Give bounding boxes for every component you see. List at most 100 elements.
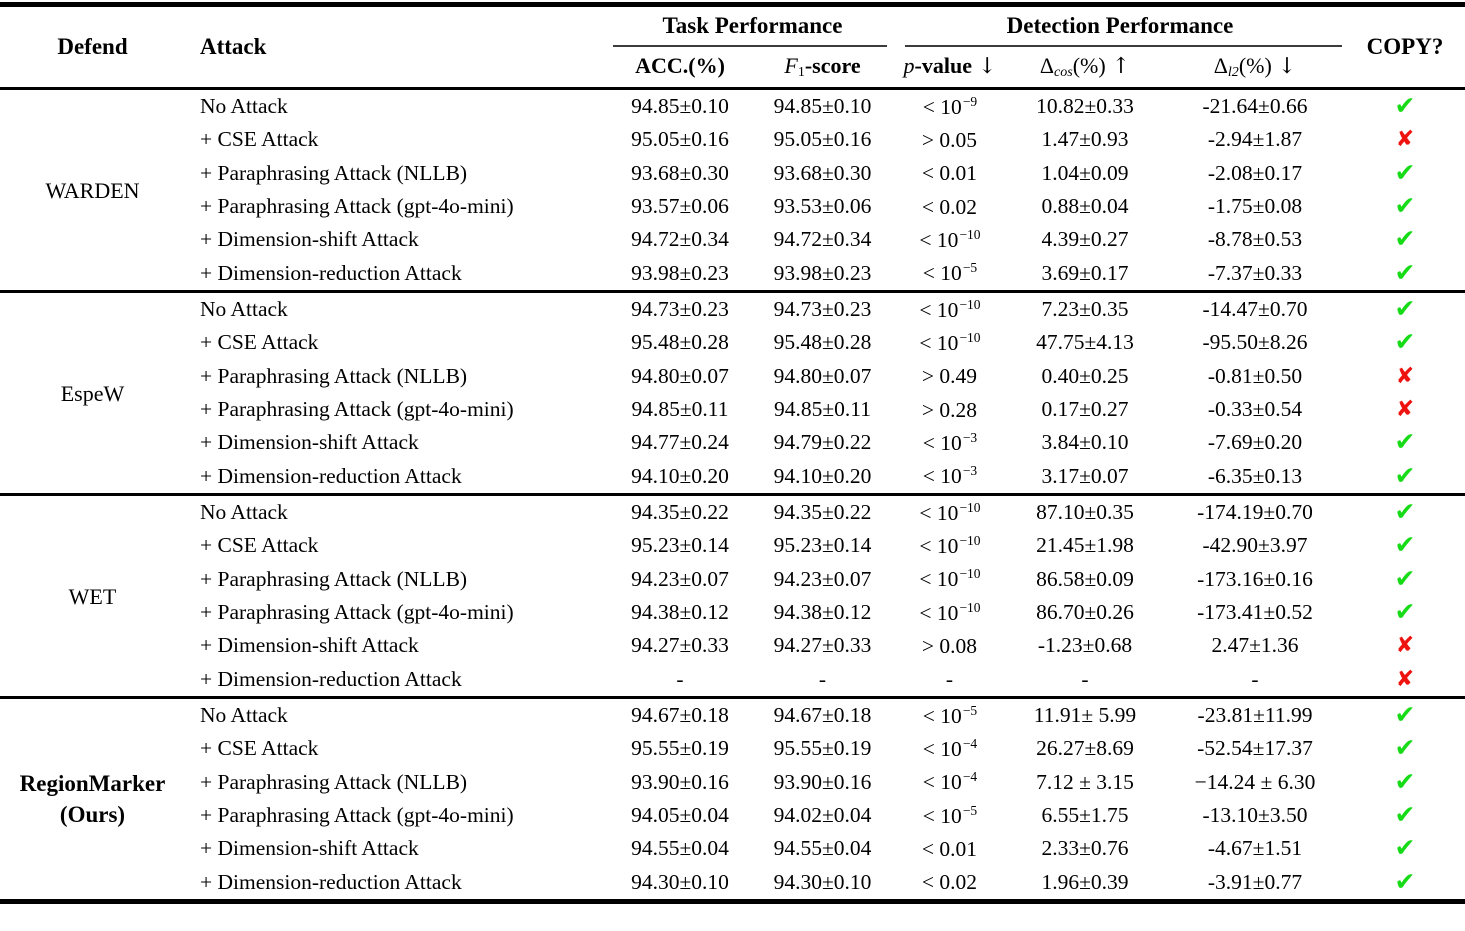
group-rows: No Attack 94.85±0.10 94.85±0.10 < 10−9 10.82… xyxy=(185,90,1465,290)
delta-cos-cell: 6.55±1.75 xyxy=(1041,803,1129,828)
delta-l2-cell: -0.33±0.54 xyxy=(1207,397,1303,422)
defend-group: WARDEN No Attack 94.85±0.10 94.85±0.10 < 10−… xyxy=(0,90,1465,290)
f1-cell: 95.23±0.14 xyxy=(773,533,872,558)
p-value-cell: < 10−5 xyxy=(895,703,1005,729)
delta-cos-cell: - xyxy=(1081,666,1089,691)
acc-cell: 94.80±0.07 xyxy=(631,363,729,388)
delta-l2-cell: -8.78±0.53 xyxy=(1207,227,1303,252)
copy-cell: ✔ xyxy=(1345,329,1465,356)
copy-cell: ✔ xyxy=(1345,802,1465,829)
p-value-cell: > 0.08 xyxy=(895,633,1005,659)
attack-name-cell: + Dimension-reduction Attack xyxy=(200,666,462,691)
copy-cell: ✔ xyxy=(1345,463,1465,490)
p-value-exponent: −3 xyxy=(962,429,978,445)
defend-label-line: EspeW xyxy=(60,380,125,406)
acc-cell: 95.48±0.28 xyxy=(631,330,729,355)
defend-label-line: WET xyxy=(68,583,117,609)
group-rows: No Attack 94.35±0.22 94.35±0.22 < 10−10 87.1… xyxy=(185,496,1465,696)
delta-l2-cell: -7.37±0.33 xyxy=(1207,260,1303,285)
p-value-cell: > 0.49 xyxy=(895,363,1005,389)
p-value-base: < 10 xyxy=(922,703,962,728)
delta-l2-percent: (%) xyxy=(1238,53,1272,78)
table-row: + CSE Attack 95.55±0.19 95.55±0.19 < 10−4 26… xyxy=(185,732,1465,765)
copy-cell: ✘ xyxy=(1345,633,1465,658)
f1-cell: 94.67±0.18 xyxy=(773,703,872,728)
attack-name-cell: + Paraphrasing Attack (gpt-4o-mini) xyxy=(200,194,514,219)
attack-name-cell: + Dimension-shift Attack xyxy=(200,430,419,455)
cross-icon: ✘ xyxy=(1395,127,1415,153)
attack-name-cell: + Dimension-shift Attack xyxy=(200,633,419,658)
p-value-exponent: −4 xyxy=(962,769,978,785)
delta-l2-cell: -23.81±11.99 xyxy=(1197,703,1313,728)
table-row: No Attack 94.73±0.23 94.73±0.23 < 10−10 7.23… xyxy=(185,293,1465,326)
acc-cell: - xyxy=(676,666,684,691)
delta-cos-cell: 11.91± 5.99 xyxy=(1033,703,1137,728)
delta-cos-cell: 3.69±0.17 xyxy=(1041,260,1129,285)
defend-label: RegionMarker (Ours) xyxy=(0,699,185,899)
copy-cell: ✔ xyxy=(1345,835,1465,862)
check-icon: ✔ xyxy=(1394,91,1416,121)
delta-cos-cell: 3.17±0.07 xyxy=(1041,463,1129,488)
delta-cos-cell: 7.23±0.35 xyxy=(1041,297,1129,322)
acc-cell: 93.98±0.23 xyxy=(631,260,729,285)
delta-l2-cell: -14.47±0.70 xyxy=(1202,297,1308,322)
p-value-cell: < 10−10 xyxy=(895,297,1005,323)
attack-name-cell: + Dimension-reduction Attack xyxy=(200,869,462,894)
f1-cell: 94.73±0.23 xyxy=(773,297,872,322)
check-icon: ✔ xyxy=(1394,257,1416,287)
defend-label: EspeW xyxy=(0,293,185,493)
p-value-cell: > 0.28 xyxy=(895,397,1005,423)
f1-cell: 94.80±0.07 xyxy=(773,363,872,388)
table-row: No Attack 94.35±0.22 94.35±0.22 < 10−10 87.1… xyxy=(185,496,1465,529)
f1-score-label: -score xyxy=(804,53,861,78)
f1-cell: 95.55±0.19 xyxy=(773,736,872,761)
defend-group: EspeW No Attack 94.73±0.23 94.73±0.23 < 10−1… xyxy=(0,293,1465,493)
l2-subscript: l2 xyxy=(1227,65,1239,80)
p-value-cell: < 10−10 xyxy=(895,533,1005,559)
p-value-base: > 0.28 xyxy=(921,397,978,422)
down-arrow-icon: ↓ xyxy=(1277,53,1297,79)
acc-cell: 94.05±0.04 xyxy=(631,803,729,828)
p-value-column-header: p -value ↓ xyxy=(895,45,1005,87)
p-value-exponent: −10 xyxy=(959,566,981,582)
delta-l2-cell: −14.24 ± 6.30 xyxy=(1194,769,1316,794)
copy-cell: ✔ xyxy=(1345,296,1465,323)
check-icon: ✔ xyxy=(1394,733,1416,763)
acc-cell: 94.67±0.18 xyxy=(631,703,729,728)
delta-l2-cell: - xyxy=(1251,666,1259,691)
check-icon: ✔ xyxy=(1394,833,1416,863)
copy-cell: ✔ xyxy=(1345,869,1465,896)
f1-subscript: 1 xyxy=(797,65,805,80)
p-value-cell: > 0.05 xyxy=(895,127,1005,153)
delta-l2-cell: -1.75±0.08 xyxy=(1207,194,1303,219)
p-value-base: < 0.01 xyxy=(921,161,978,186)
cross-icon: ✘ xyxy=(1395,397,1415,423)
copy-cell: ✔ xyxy=(1345,429,1465,456)
f1-column-header: F 1 -score xyxy=(750,45,895,87)
delta-cos-cell: 7.12 ± 3.15 xyxy=(1036,769,1134,794)
acc-cell: 94.23±0.07 xyxy=(631,566,729,591)
f1-cell: 94.55±0.04 xyxy=(773,836,872,861)
p-value-exponent: −4 xyxy=(962,735,978,751)
acc-cell: 94.27±0.33 xyxy=(631,633,729,658)
table-row: + Paraphrasing Attack (gpt-4o-mini) 94.85… xyxy=(185,393,1465,426)
up-arrow-icon: ↑ xyxy=(1111,53,1131,79)
p-value-base: < 0.02 xyxy=(921,194,978,219)
p-value-exponent: −10 xyxy=(959,532,981,548)
copy-cell: ✔ xyxy=(1345,599,1465,626)
delta-cos-cell: 26.27±8.69 xyxy=(1036,736,1134,761)
delta-cos-cell: 10.82±0.33 xyxy=(1036,94,1134,119)
acc-column-header: ACC.(%) xyxy=(635,53,725,78)
f1-cell: 94.35±0.22 xyxy=(773,500,872,525)
group-rows: No Attack 94.67±0.18 94.67±0.18 < 10−5 11.91… xyxy=(185,699,1465,899)
task-performance-header: Task Performance xyxy=(610,7,895,47)
copy-cell: ✔ xyxy=(1345,532,1465,559)
defend-group: RegionMarker (Ours) No Attack 94.67±0.18 94.… xyxy=(0,699,1465,899)
f1-cell: 95.48±0.28 xyxy=(773,330,872,355)
p-value-base: < 0.01 xyxy=(921,837,978,862)
delta-l2-cell: -52.54±17.37 xyxy=(1197,736,1313,761)
defend-column-header: Defend xyxy=(57,34,128,59)
delta-cos-cell: 1.96±0.39 xyxy=(1041,869,1129,894)
attack-name-cell: + CSE Attack xyxy=(200,330,319,355)
